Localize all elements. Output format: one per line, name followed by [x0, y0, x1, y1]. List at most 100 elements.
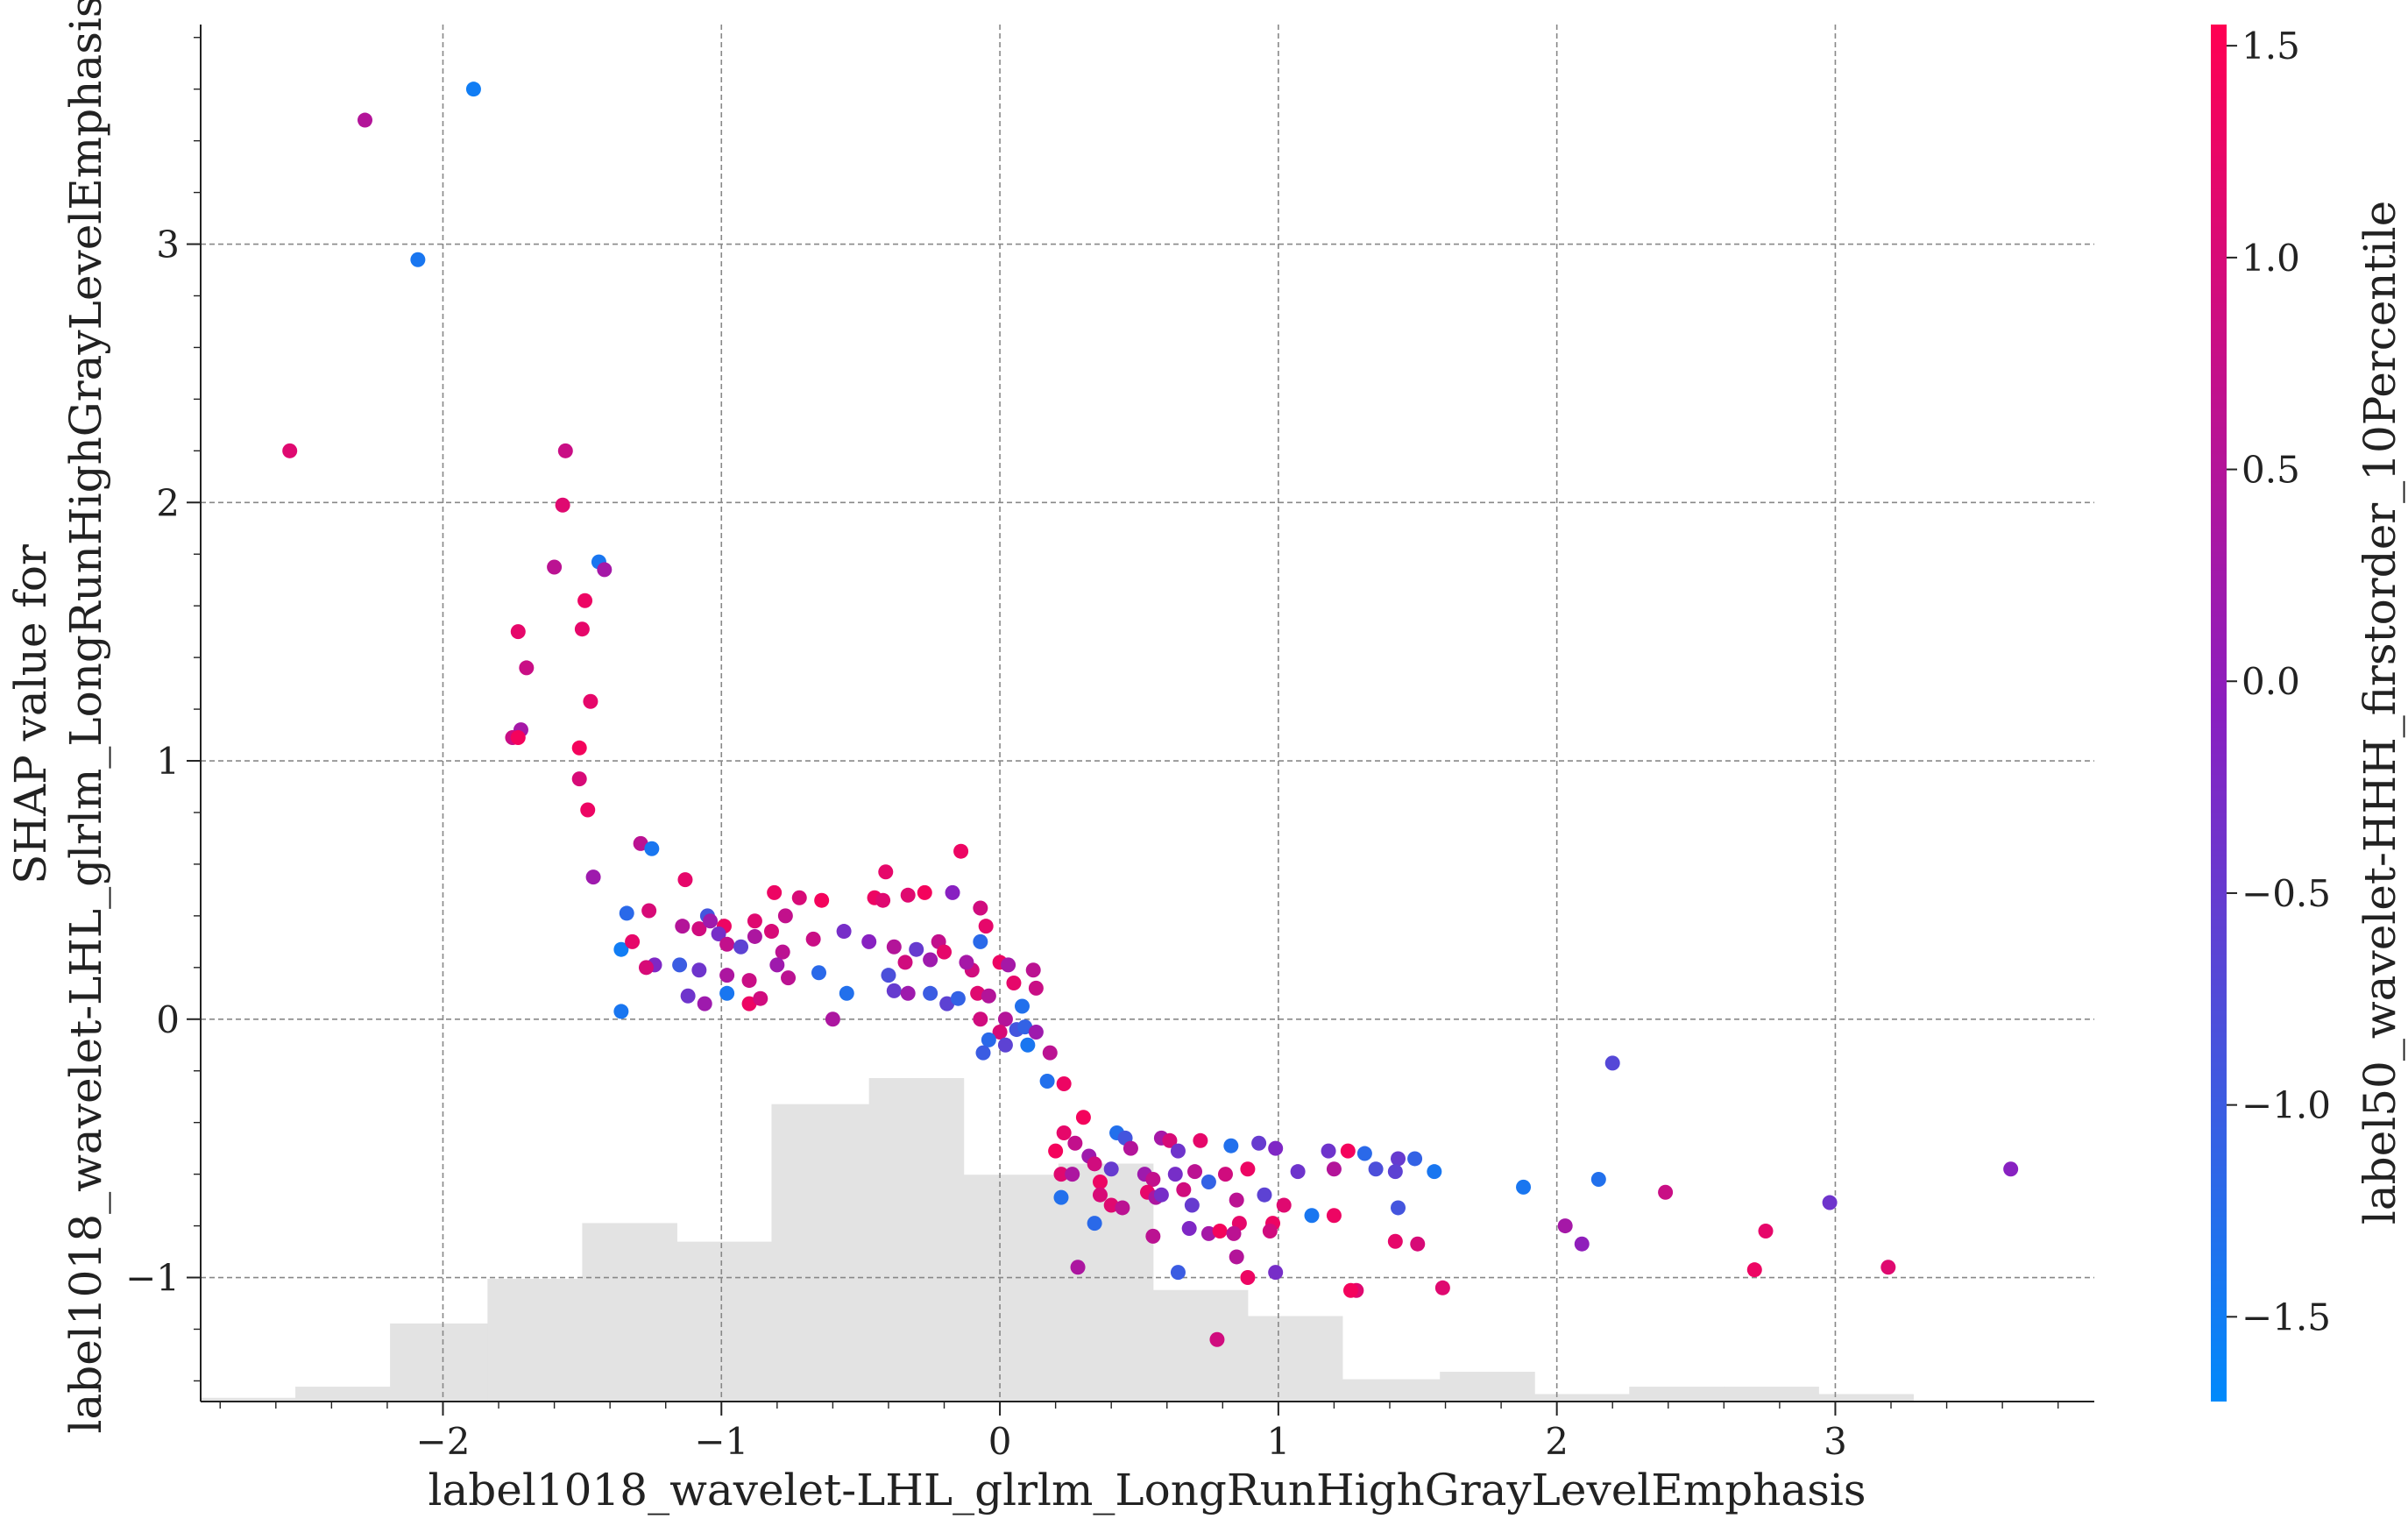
data-point	[1574, 1236, 1590, 1252]
data-point	[1822, 1195, 1838, 1210]
data-point	[357, 112, 372, 128]
data-point	[1020, 1037, 1036, 1053]
data-point	[1342, 1282, 1358, 1298]
data-point	[1145, 1172, 1161, 1188]
histogram-bar	[487, 1279, 583, 1402]
data-point	[997, 1037, 1013, 1053]
data-point	[547, 559, 563, 575]
data-point	[1053, 1167, 1069, 1182]
data-point	[753, 990, 768, 1006]
data-point	[973, 900, 988, 916]
data-point	[711, 926, 726, 942]
y-tick-label: 0	[156, 998, 180, 1041]
data-point	[1304, 1208, 1320, 1224]
data-point	[691, 962, 707, 978]
data-point	[641, 903, 657, 919]
data-point	[697, 996, 712, 1011]
data-point	[555, 497, 570, 513]
data-point	[585, 869, 601, 885]
data-point	[1162, 1132, 1178, 1148]
data-point	[781, 970, 797, 986]
data-point	[1326, 1208, 1342, 1224]
data-point	[959, 955, 974, 970]
data-point	[1065, 1167, 1080, 1182]
x-tick-label: −2	[416, 1420, 471, 1463]
colorbar-label: label50_wavelet-HHH_firstorder_10Percent…	[2355, 201, 2405, 1224]
data-point	[1257, 1187, 1272, 1203]
data-point	[973, 933, 988, 949]
data-point	[1048, 1143, 1064, 1159]
data-point	[1251, 1135, 1267, 1151]
data-point	[970, 985, 986, 1001]
x-tick-label: 0	[988, 1420, 1012, 1463]
data-point	[992, 1025, 1008, 1040]
data-point	[1115, 1200, 1130, 1216]
histogram-bar	[390, 1323, 488, 1402]
data-point	[1590, 1172, 1606, 1188]
data-point	[1758, 1223, 1774, 1239]
data-point	[638, 960, 654, 976]
data-point	[1056, 1075, 1072, 1091]
data-point	[1193, 1132, 1208, 1148]
colorbar-tick-label: 0.0	[2242, 660, 2300, 703]
data-point	[741, 996, 757, 1011]
data-point	[1410, 1236, 1426, 1252]
data-point	[574, 621, 590, 637]
colorbar-gradient	[2211, 25, 2227, 1402]
data-point	[900, 985, 916, 1001]
data-point	[282, 443, 298, 458]
colorbar: −1.5 −1.0 −0.5 0.0 0.5 1.0 1.5 label50_wavelet…	[2211, 25, 2405, 1402]
data-point	[900, 887, 916, 903]
data-point	[1217, 1167, 1233, 1182]
data-point	[680, 988, 696, 1004]
data-point	[814, 892, 830, 908]
colorbar-tick-label: −0.5	[2242, 872, 2331, 915]
data-point	[1880, 1260, 1896, 1275]
data-point	[1092, 1187, 1108, 1203]
data-point	[2003, 1161, 2019, 1177]
data-point	[805, 931, 821, 947]
grid-lines	[201, 25, 2094, 1402]
data-point	[1240, 1161, 1256, 1177]
data-point	[597, 562, 613, 578]
data-point	[1229, 1249, 1244, 1265]
data-point	[613, 1004, 629, 1019]
data-point	[741, 973, 757, 989]
data-point	[672, 957, 688, 973]
data-point	[465, 82, 481, 97]
data-point	[1407, 1151, 1423, 1167]
data-point	[861, 933, 877, 949]
histogram-bar	[1818, 1394, 1914, 1402]
y-axis-ticks: −1 0 1 2 3	[125, 37, 201, 1382]
y-tick-label: 3	[156, 224, 180, 266]
data-point	[1017, 1019, 1033, 1035]
histogram-bar	[963, 1175, 1059, 1402]
data-point	[719, 985, 735, 1001]
x-tick-label: 1	[1266, 1420, 1290, 1463]
data-point	[973, 1011, 988, 1027]
data-point	[839, 985, 854, 1001]
data-point	[1070, 1260, 1086, 1275]
data-point	[1006, 976, 1022, 991]
data-point	[410, 252, 426, 267]
x-axis-ticks: −2 −1 0 1 2 3	[219, 1402, 2059, 1463]
histogram-bar	[771, 1104, 870, 1402]
scatter-points	[282, 82, 2019, 1347]
data-point	[811, 965, 827, 981]
data-point	[1434, 1280, 1450, 1295]
data-point	[878, 864, 894, 880]
x-axis-label: label1018_wavelet-LHL_glrlm_LongRunHighG…	[428, 1465, 1866, 1515]
histogram-bar	[868, 1077, 965, 1402]
data-point	[1187, 1164, 1203, 1180]
data-point	[909, 941, 924, 957]
data-point	[1368, 1161, 1384, 1177]
data-point	[923, 952, 938, 968]
data-point	[571, 771, 587, 787]
data-point	[1184, 1197, 1200, 1213]
histogram-bar	[1342, 1379, 1441, 1402]
data-point	[981, 988, 996, 1004]
data-point	[1153, 1187, 1169, 1203]
histogram-bar	[1440, 1372, 1535, 1402]
colorbar-tick-label: 1.0	[2242, 237, 2300, 280]
data-point	[1557, 1218, 1573, 1234]
